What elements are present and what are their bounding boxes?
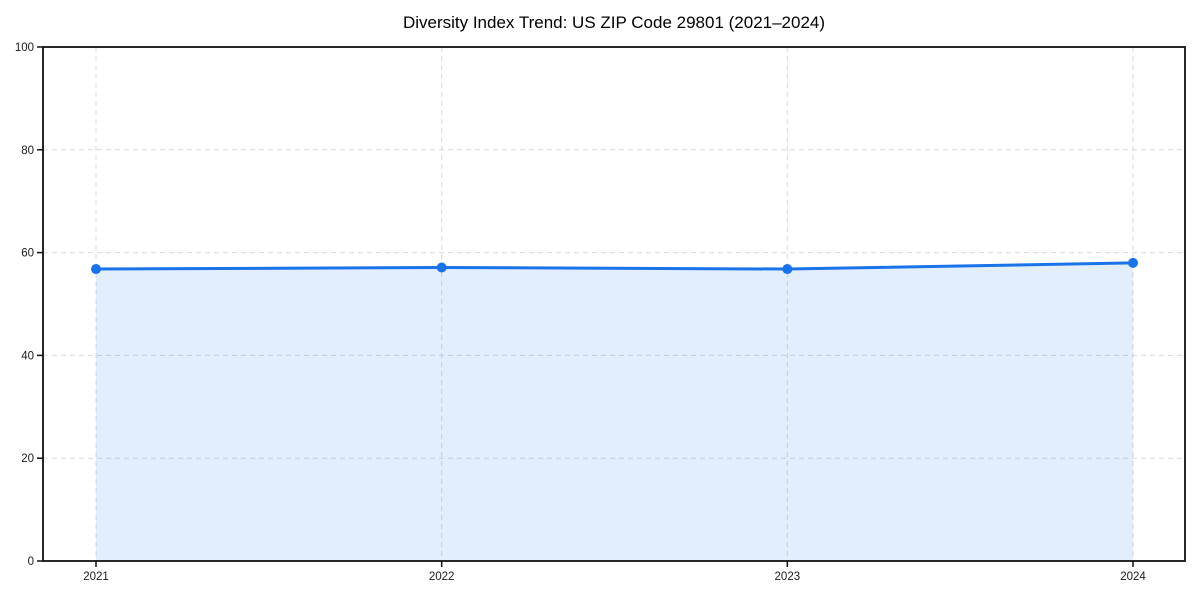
axes-spines xyxy=(42,46,1186,562)
data-point-marker xyxy=(436,262,447,273)
y-axis-tick-label: 100 xyxy=(15,42,34,54)
y-axis-tick-label: 20 xyxy=(21,453,34,465)
x-axis-tick-label: 2022 xyxy=(429,571,455,583)
x-axis-tick-label: 2021 xyxy=(83,571,109,583)
y-axis-tick-label: 40 xyxy=(21,350,34,362)
data-point-marker xyxy=(91,264,101,275)
y-axis-tick-label: 80 xyxy=(21,145,34,157)
area-fill xyxy=(96,262,1133,561)
x-axis-tick-label: 2023 xyxy=(775,571,801,583)
x-axis-tick-label: 2024 xyxy=(1120,571,1146,583)
trend-line xyxy=(94,261,1135,271)
data-point-marker xyxy=(1128,257,1138,268)
y-axis-tick-label: 0 xyxy=(28,556,34,568)
y-axis-tick-label: 60 xyxy=(21,248,34,260)
data-point-marker xyxy=(782,264,793,275)
chart-title: Diversity Index Trend: US ZIP Code 29801… xyxy=(402,13,826,32)
